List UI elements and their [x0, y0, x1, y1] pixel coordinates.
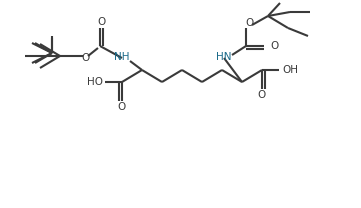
Text: HN: HN — [216, 52, 232, 62]
Text: O: O — [270, 41, 278, 51]
Text: HO: HO — [87, 77, 103, 87]
Text: OH: OH — [282, 65, 298, 75]
Text: O: O — [97, 17, 105, 27]
Text: O: O — [246, 18, 254, 28]
Text: O: O — [258, 90, 266, 100]
Text: O: O — [81, 53, 89, 63]
Text: O: O — [117, 102, 125, 112]
Text: NH: NH — [114, 52, 130, 62]
